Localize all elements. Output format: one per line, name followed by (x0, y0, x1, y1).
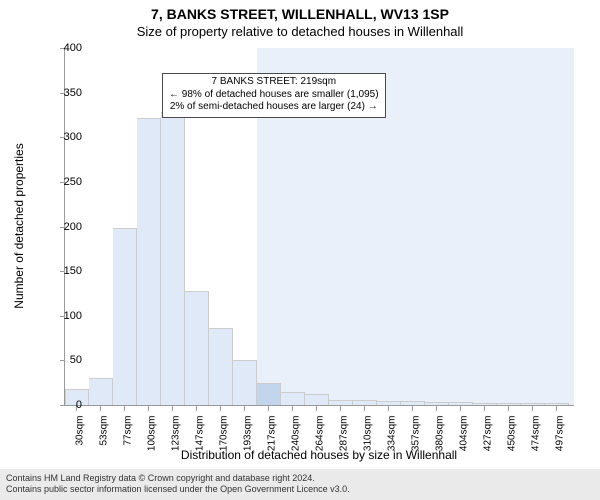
annotation-line3: 2% of semi-detached houses are larger (2… (169, 101, 379, 114)
x-tick-mark (532, 406, 533, 411)
x-tick-mark (508, 406, 509, 411)
histogram-bar (497, 403, 521, 405)
x-tick-mark (148, 406, 149, 411)
annotation-box: 7 BANKS STREET: 219sqm ← 98% of detached… (162, 73, 386, 118)
x-tick-mark (292, 406, 293, 411)
x-tick-mark (340, 406, 341, 411)
x-tick-mark (556, 406, 557, 411)
y-tick-label: 400 (42, 42, 82, 54)
y-axis-title: Number of detached properties (12, 143, 26, 308)
x-tick-mark (172, 406, 173, 411)
y-tick-label: 350 (42, 87, 82, 99)
x-tick-label: 497sqm (555, 416, 566, 452)
y-tick-label: 0 (42, 399, 82, 411)
x-tick-label: 100sqm (147, 416, 158, 452)
histogram-bar (113, 228, 137, 405)
x-tick-label: 380sqm (435, 416, 446, 452)
x-tick-mark (484, 406, 485, 411)
x-tick-label: 123sqm (171, 416, 182, 452)
x-tick-mark (436, 406, 437, 411)
x-tick-label: 170sqm (219, 416, 230, 452)
x-tick-label: 310sqm (363, 416, 374, 452)
histogram-bar (521, 403, 545, 405)
histogram-bar (209, 328, 233, 405)
x-tick-mark (124, 406, 125, 411)
chart-container: 7, BANKS STREET, WILLENHALL, WV13 1SP Si… (0, 0, 600, 500)
x-tick-mark (196, 406, 197, 411)
y-tick-label: 50 (42, 354, 82, 366)
histogram-bar (377, 401, 401, 405)
x-tick-mark (460, 406, 461, 411)
x-tick-label: 77sqm (123, 416, 134, 446)
histogram-bar (425, 402, 449, 405)
histogram-bar (257, 383, 281, 405)
histogram-bar (473, 403, 497, 405)
footer: Contains HM Land Registry data © Crown c… (0, 469, 600, 500)
chart-area: 7 BANKS STREET: 219sqm ← 98% of detached… (64, 48, 574, 406)
x-tick-label: 240sqm (291, 416, 302, 452)
histogram-bar (329, 400, 353, 405)
histogram-bar (233, 360, 257, 405)
x-axis-title: Distribution of detached houses by size … (64, 448, 574, 462)
x-tick-mark (220, 406, 221, 411)
x-tick-mark (100, 406, 101, 411)
histogram-bar (401, 401, 425, 405)
x-tick-label: 357sqm (411, 416, 422, 452)
x-tick-mark (244, 406, 245, 411)
x-tick-mark (412, 406, 413, 411)
y-tick-label: 150 (42, 265, 82, 277)
x-tick-label: 193sqm (243, 416, 254, 452)
x-tick-mark (388, 406, 389, 411)
histogram-bar (305, 394, 329, 405)
histogram-bar (185, 291, 209, 405)
x-tick-label: 334sqm (387, 416, 398, 452)
histogram-bar (137, 118, 161, 405)
x-tick-mark (316, 406, 317, 411)
x-tick-label: 147sqm (195, 416, 206, 452)
histogram-bar (89, 378, 113, 405)
x-tick-label: 53sqm (99, 416, 110, 446)
histogram-bar (545, 403, 569, 405)
x-tick-mark (364, 406, 365, 411)
x-tick-label: 30sqm (75, 416, 86, 446)
title-block: 7, BANKS STREET, WILLENHALL, WV13 1SP Si… (0, 0, 600, 39)
x-tick-label: 217sqm (267, 416, 278, 452)
footer-line1: Contains HM Land Registry data © Crown c… (6, 473, 594, 484)
y-tick-label: 100 (42, 310, 82, 322)
chart-title-line2: Size of property relative to detached ho… (0, 24, 600, 39)
y-tick-label: 300 (42, 131, 82, 143)
histogram-bar (353, 400, 377, 405)
annotation-line1: 7 BANKS STREET: 219sqm (169, 76, 379, 89)
x-tick-label: 474sqm (531, 416, 542, 452)
histogram-bar (161, 112, 185, 405)
x-tick-mark (268, 406, 269, 411)
footer-line2: Contains public sector information licen… (6, 484, 594, 495)
histogram-bar (281, 392, 305, 405)
chart-title-line1: 7, BANKS STREET, WILLENHALL, WV13 1SP (0, 6, 600, 22)
x-tick-label: 287sqm (339, 416, 350, 452)
histogram-bar (449, 402, 473, 405)
x-tick-label: 264sqm (315, 416, 326, 452)
y-tick-label: 250 (42, 176, 82, 188)
x-tick-label: 404sqm (459, 416, 470, 452)
x-tick-label: 450sqm (507, 416, 518, 452)
annotation-line2: ← 98% of detached houses are smaller (1,… (169, 89, 379, 102)
y-tick-label: 200 (42, 221, 82, 233)
x-tick-label: 427sqm (483, 416, 494, 452)
